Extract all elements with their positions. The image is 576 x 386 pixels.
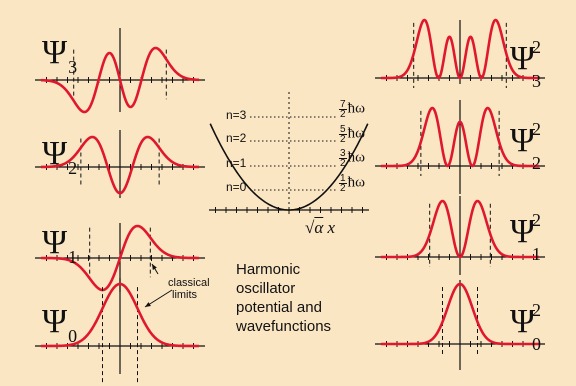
square-exponent: 2 — [532, 210, 541, 230]
psi-1-subscript: 1 — [532, 244, 541, 264]
x-symbol: x — [327, 218, 336, 237]
energy-value-n2: 5 2 ħω — [339, 124, 365, 145]
caption-line-2: potential and — [236, 299, 322, 316]
square-exponent: 2 — [532, 37, 541, 57]
annotation-line-2: limits — [172, 289, 198, 301]
psi-0-label: Ψ0 — [42, 303, 78, 347]
sqrt-sign: √ — [305, 218, 315, 237]
psi-2-curve — [40, 135, 200, 195]
hbar-omega: ħω — [347, 125, 365, 142]
alpha-symbol: α — [314, 218, 324, 237]
fraction-numerator: 7 — [339, 99, 347, 110]
psi-symbol: Ψ — [510, 213, 536, 250]
annotation-line-1: classical — [168, 277, 210, 289]
psi-2-squared-curve — [380, 106, 540, 168]
hbar-omega: ħω — [347, 174, 365, 191]
energy-value-n3: 7 2 ħω — [339, 99, 365, 120]
psi-0-squared-curve — [380, 282, 540, 346]
psi-symbol: Ψ — [42, 303, 68, 340]
psi-symbol: Ψ — [510, 122, 536, 159]
fraction-numerator: 1 — [339, 173, 347, 184]
fraction-denominator: 2 — [340, 109, 346, 120]
hbar-omega: ħω — [347, 149, 365, 166]
psi-2-subscript: 2 — [68, 158, 78, 178]
classical-limits-arrow-upper-head — [152, 264, 157, 270]
psi-3-squared-curve — [380, 18, 540, 80]
potential-well — [209, 123, 369, 211]
psi-symbol: Ψ — [510, 40, 536, 77]
axis-label: √α x — [305, 218, 335, 238]
psi-symbol: Ψ — [42, 224, 68, 261]
level-label-n1: n=1 — [226, 156, 247, 170]
classical-limits-arrow-lower-head — [145, 302, 151, 307]
psi-symbol: Ψ — [510, 303, 536, 340]
psi-symbol: Ψ — [42, 34, 68, 71]
caption-line-1: Harmonic oscillator — [236, 261, 301, 297]
psi-1-label: Ψ1 — [42, 224, 78, 268]
square-exponent: 2 — [532, 119, 541, 139]
psi-symbol: Ψ — [42, 135, 68, 172]
psi-0-subscript: 0 — [532, 334, 541, 354]
fraction-denominator: 2 — [340, 158, 346, 169]
energy-value-n0: 1 2 ħω — [339, 173, 365, 194]
psi-3-subscript: 3 — [532, 71, 541, 91]
psi-2-subscript: 2 — [532, 153, 541, 173]
fraction-denominator: 2 — [340, 134, 346, 145]
psi-0-subscript: 0 — [68, 326, 78, 346]
psi-1-squared-curve — [380, 199, 540, 259]
psi-1-curve — [40, 224, 200, 292]
fraction-numerator: 3 — [339, 148, 347, 159]
psi-2-label: Ψ2 — [42, 135, 78, 179]
classical-limits-annotation: classical limits — [168, 277, 210, 301]
psi-1-subscript: 1 — [68, 247, 78, 267]
psi-3-curve — [40, 46, 200, 114]
diagram-caption: Harmonic oscillator potential and wavefu… — [236, 260, 356, 336]
energy-value-n1: 3 2 ħω — [339, 148, 365, 169]
level-label-n2: n=2 — [226, 131, 247, 145]
fraction-denominator: 2 — [340, 183, 346, 194]
psi-3-label: Ψ3 — [42, 34, 78, 78]
caption-line-3: wavefunctions — [236, 318, 332, 335]
level-label-n0: n=0 — [226, 180, 247, 194]
level-label-n3: n=3 — [226, 108, 247, 122]
hbar-omega: ħω — [347, 100, 365, 117]
psi-3-subscript: 3 — [68, 57, 78, 77]
square-exponent: 2 — [532, 300, 541, 320]
psi-0-curve — [40, 282, 200, 348]
fraction-numerator: 5 — [339, 124, 347, 135]
